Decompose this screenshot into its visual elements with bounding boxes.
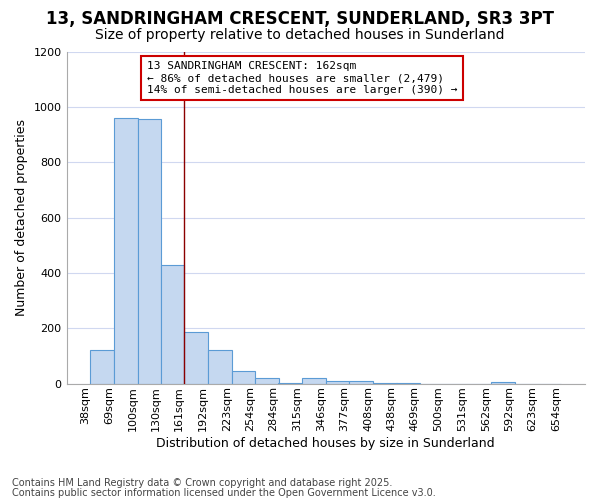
Text: 13 SANDRINGHAM CRESCENT: 162sqm
← 86% of detached houses are smaller (2,479)
14%: 13 SANDRINGHAM CRESCENT: 162sqm ← 86% of… (147, 62, 457, 94)
Bar (302, 378, 326, 384)
Text: 13, SANDRINGHAM CRESCENT, SUNDERLAND, SR3 3PT: 13, SANDRINGHAM CRESCENT, SUNDERLAND, SR… (46, 10, 554, 28)
Y-axis label: Number of detached properties: Number of detached properties (15, 119, 28, 316)
Bar (326, 381, 349, 384)
Bar (373, 383, 397, 384)
Bar (232, 371, 256, 384)
Bar (184, 332, 208, 384)
Text: Contains public sector information licensed under the Open Government Licence v3: Contains public sector information licen… (12, 488, 436, 498)
Bar (396, 383, 420, 384)
Bar (161, 264, 184, 384)
Text: Size of property relative to detached houses in Sunderland: Size of property relative to detached ho… (95, 28, 505, 42)
Text: Contains HM Land Registry data © Crown copyright and database right 2025.: Contains HM Land Registry data © Crown c… (12, 478, 392, 488)
Bar (208, 350, 232, 384)
X-axis label: Distribution of detached houses by size in Sunderland: Distribution of detached houses by size … (157, 437, 495, 450)
Bar (137, 120, 161, 384)
Bar (278, 383, 302, 384)
Bar (349, 381, 373, 384)
Bar (90, 350, 114, 384)
Bar (114, 118, 137, 384)
Bar (491, 382, 515, 384)
Bar (256, 378, 279, 384)
